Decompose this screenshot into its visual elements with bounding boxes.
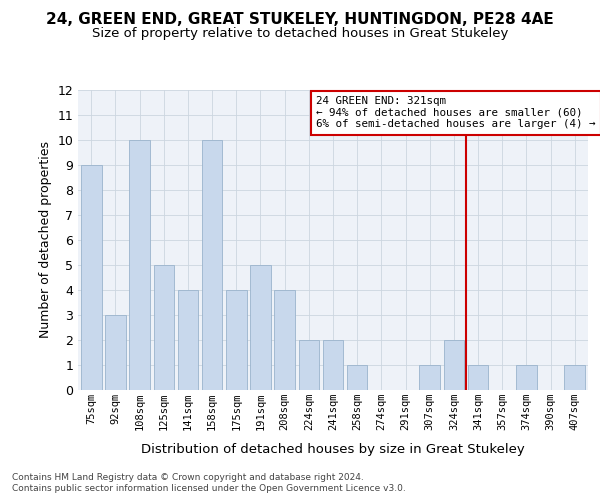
Bar	[105, 315, 126, 390]
Bar	[226, 290, 247, 390]
Bar	[347, 365, 367, 390]
Bar	[130, 140, 150, 390]
Y-axis label: Number of detached properties: Number of detached properties	[39, 142, 52, 338]
Bar	[250, 265, 271, 390]
Bar	[274, 290, 295, 390]
Bar	[419, 365, 440, 390]
Bar	[468, 365, 488, 390]
Text: Contains HM Land Registry data © Crown copyright and database right 2024.: Contains HM Land Registry data © Crown c…	[12, 472, 364, 482]
Bar	[565, 365, 585, 390]
Text: Distribution of detached houses by size in Great Stukeley: Distribution of detached houses by size …	[141, 442, 525, 456]
Bar	[323, 340, 343, 390]
Bar	[178, 290, 198, 390]
Bar	[443, 340, 464, 390]
Bar	[154, 265, 174, 390]
Bar	[202, 140, 223, 390]
Text: Contains public sector information licensed under the Open Government Licence v3: Contains public sector information licen…	[12, 484, 406, 493]
Bar	[516, 365, 536, 390]
Text: 24, GREEN END, GREAT STUKELEY, HUNTINGDON, PE28 4AE: 24, GREEN END, GREAT STUKELEY, HUNTINGDO…	[46, 12, 554, 28]
Bar	[299, 340, 319, 390]
Text: Size of property relative to detached houses in Great Stukeley: Size of property relative to detached ho…	[92, 28, 508, 40]
Text: 24 GREEN END: 321sqm
← 94% of detached houses are smaller (60)
6% of semi-detach: 24 GREEN END: 321sqm ← 94% of detached h…	[316, 96, 596, 130]
Bar	[81, 165, 101, 390]
